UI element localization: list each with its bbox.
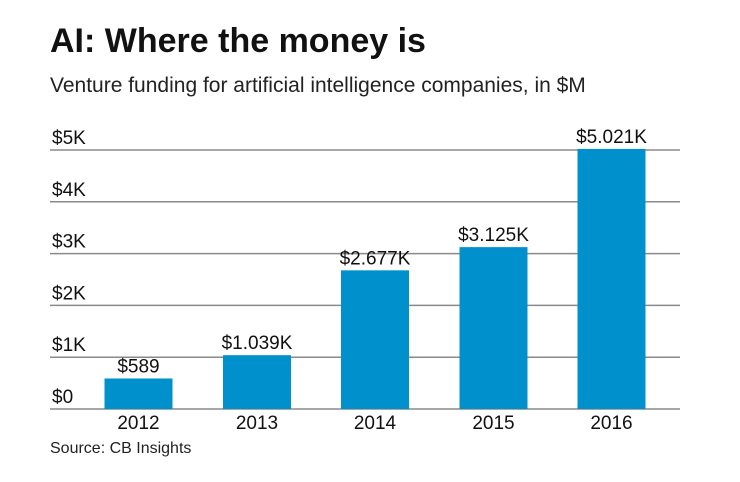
bar-2012 [104,378,173,409]
chart-title: AI: Where the money is [50,22,426,60]
x-tick-label: 2016 [590,413,632,434]
bar-2013 [223,355,291,409]
y-tick-label: $3K [52,232,86,253]
x-tick-label: 2014 [354,413,397,434]
bar-2016 [577,148,646,409]
y-tick-label: $0 [52,387,73,408]
x-tick-label: 2013 [236,413,278,434]
data-label: $1.039K [222,333,293,354]
bar-2015 [459,247,528,409]
data-label: $3.125K [458,225,529,246]
data-label: $5.021K [576,127,647,148]
data-label: $589 [117,356,159,377]
x-tick-label: 2015 [472,413,514,434]
bar-2014 [341,270,409,409]
y-tick-label: $4K [52,180,86,201]
y-tick-label: $2K [52,283,86,304]
chart-subtitle: Venture funding for artificial intellige… [50,74,586,97]
x-tick-label: 2012 [117,413,159,434]
y-tick-label: $5K [52,128,86,149]
data-label: $2.677K [340,248,411,269]
y-tick-label: $1K [52,335,86,356]
source-note: Source: CB Insights [50,440,192,457]
